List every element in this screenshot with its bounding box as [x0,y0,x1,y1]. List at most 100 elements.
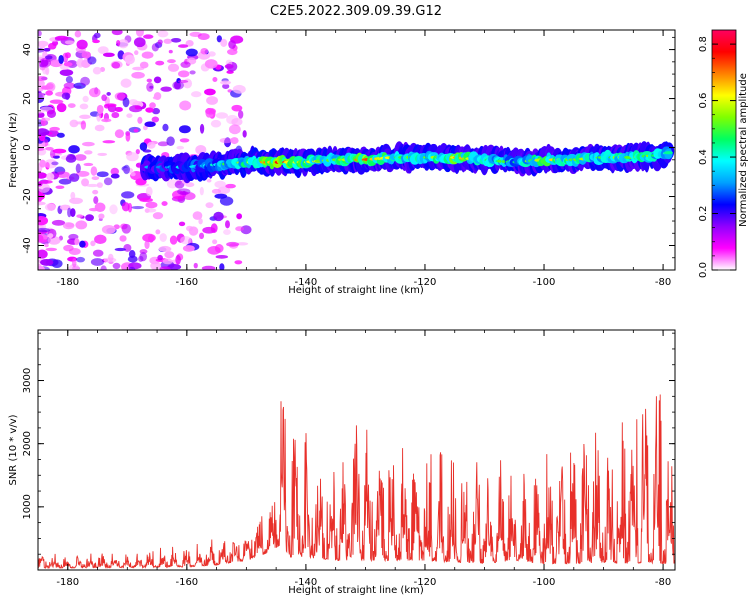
spectrogram-noise-blob [219,263,225,270]
spectrogram-noise-blob [135,149,140,155]
spectrogram-noise-blob [56,132,65,138]
spectrogram-noise-blob [65,155,77,163]
spectrogram-noise-blob [80,120,87,130]
spectrogram-noise-blob [38,92,45,100]
spectrogram-noise-blob [119,235,127,242]
spectrogram-noise-blob [122,97,130,108]
spectrogram-noise-blob [82,95,89,103]
spectrogram-noise-blob [145,107,154,113]
spectrogram-noise-blob [146,82,154,92]
spectrogram-noise-blob [242,130,247,138]
spectrogram-noise-blob [38,163,43,173]
spectrogram-noise-blob [214,244,224,253]
spectrogram-noise-blob [139,61,149,69]
spectrogram-noise-blob [178,44,189,48]
spectrogram-noise-blob [207,51,216,57]
spectrogram-noise-blob [157,141,169,147]
spectrogram-noise-blob [182,245,195,252]
spectrogram-noise-blob [222,83,230,89]
spectrogram-noise-blob [200,47,209,55]
spectrogram-noise-blob [149,102,156,109]
snr-ytick-label: 1000 [22,494,33,519]
spectrogram-noise-blob [231,117,243,126]
snr-ylabel: SNR (10 * v/v) [8,414,19,485]
spectrogram-noise-blob [47,42,57,50]
spectrogram-noise-blob [45,55,53,60]
spectrogram-noise-blob [121,191,135,199]
spectrogram-noise-blob [169,235,178,245]
spectrogram-noise-blob [38,40,49,47]
spectrogram-noise-blob [61,92,71,100]
spectrogram-noise-blob [56,102,67,113]
spectrogram-noise-blob [49,126,60,132]
spectrogram-noise-blob [97,152,108,156]
spectrogram-noise-blob [155,229,161,235]
spectrogram-noise-blob [62,222,75,230]
spectrogram-noise-blob [175,254,181,265]
spectrogram-noise-blob [111,61,121,69]
spectrogram-noise-blob [230,137,239,145]
colorbar-tick-label: 0.4 [698,149,709,165]
spectrogram-noise-blob [114,247,127,252]
spectrogram-noise-blob [55,171,70,179]
snr-xtick-label: -100 [533,577,556,588]
spectrogram-noise-blob [96,171,109,178]
spectrogram-noise-blob [139,142,148,151]
spectrogram-noise-blob [72,258,77,268]
spectrogram-noise-blob [224,64,234,69]
spectrogram-noise-blob [158,245,172,253]
colorbar-tick-label: 0.2 [698,206,709,222]
spectrogram-noise-blob [45,146,54,151]
spectrogram-noise-blob [101,94,107,102]
spectrogram-noise-blob [214,193,228,199]
spectrogram-noise-blob [40,259,54,266]
spectrogram-noise-blob [63,82,76,89]
spectrogram-ylabel: Frequency (Hz) [8,112,19,188]
spectrogram-noise-blob [123,164,131,175]
spectrogram-noise-blob [94,124,105,132]
colorbar [711,29,737,271]
spectrogram-noise-blob [174,180,185,189]
spectrogram-noise-blob [160,86,172,92]
spectrogram-noise-blob [120,78,132,88]
spectrogram-noise-blob [149,256,161,265]
spectrogram-noise-blob [143,34,154,39]
spectrogram-noise-blob [44,203,56,211]
snr-x-ticks: -180 -160 -140 -120 -100 -80 [37,330,671,588]
spectrogram-noise-blob [190,91,202,98]
spectrogram-y-ticks: -40 -20 0 20 40 [22,36,675,271]
spectrogram-noise-blob [144,208,150,213]
spectrogram-noise-blob [91,176,100,181]
spectrogram-noise-blob [38,76,48,81]
spectrogram-noise-blob [178,70,190,78]
spectrogram-noise-blob [68,173,80,182]
spectrogram-noise-blob [220,80,232,85]
spectrogram-noise-blob [228,124,241,135]
spectrogram-noise-blob [204,59,218,69]
spectrogram-noise-blob [146,78,153,83]
spectrogram-noise-blob [138,255,144,262]
spectrogram-noise-blob [54,35,69,41]
spectrogram-noise-blob [46,129,59,137]
spectrogram-noise-blob [133,128,139,133]
spectrogram-noise-blob [130,172,136,177]
spectrogram-noise-blob [114,92,126,101]
spectrogram-noise-blob [132,66,145,71]
spectrogram-noise-blob [38,265,45,270]
spectrogram-noise-blob [145,186,153,197]
spectrogram-noise-blob [90,258,105,266]
spectrogram-noise-blob [145,201,158,209]
spectrogram-noise-blob [105,103,117,107]
spectrogram-noise-blob [127,255,138,263]
spectrogram-noise-blob [64,40,75,45]
spectrogram-noise-blob [79,103,89,110]
spectrogram-ytick-label: 0 [22,144,33,150]
spectrogram-noise-blob [144,121,156,128]
spectrogram-noise-blob [38,216,49,226]
spectrogram-noise-blob [204,88,216,96]
spectrogram-noise-blob [38,128,50,136]
spectrogram-x-ticks: -180 -160 -140 -120 -100 -80 [37,30,671,288]
spectrogram-noise-blob [223,229,231,235]
spectrogram-frame [37,29,676,271]
